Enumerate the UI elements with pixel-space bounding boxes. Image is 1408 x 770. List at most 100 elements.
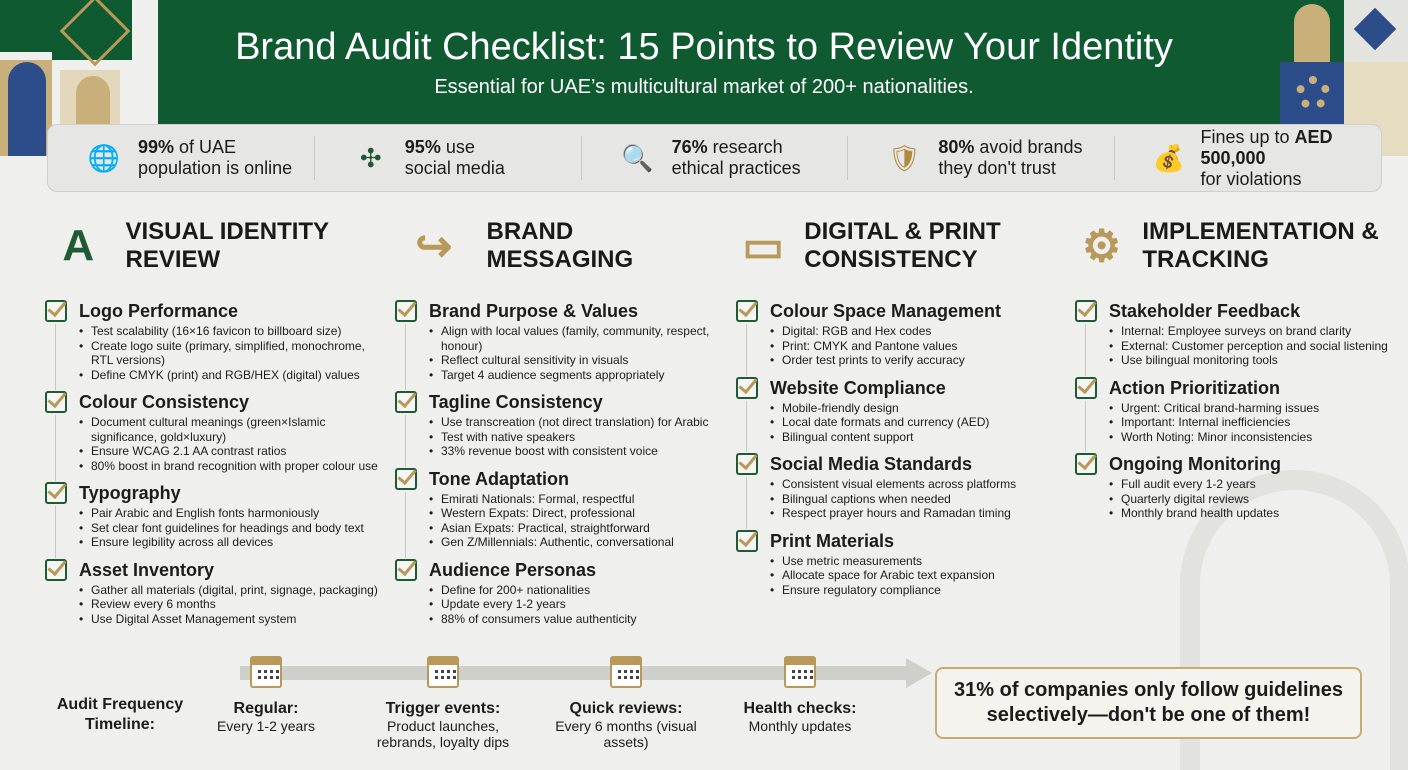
checklist-item: Brand Purpose & Values Align with local v…	[395, 300, 725, 390]
item-title: Action Prioritization	[1109, 377, 1280, 398]
checkbox-icon	[45, 482, 67, 504]
bullet-list: Use metric measurementsAllocate space fo…	[770, 554, 1066, 598]
bullet: External: Customer perception and social…	[1109, 339, 1395, 354]
magnifier-leaf-icon: 🔍	[621, 142, 654, 173]
section-title: BRAND MESSAGING	[486, 218, 634, 273]
bullet: Define for 200+ nationalities	[429, 583, 725, 598]
timeline-arrow	[240, 666, 910, 680]
connector-line	[405, 491, 406, 558]
checkbox-icon	[45, 300, 67, 322]
stat-ethical: 🔍 76% research ethical practices	[582, 136, 849, 180]
bullet: Important: Internal inefficiencies	[1109, 415, 1395, 430]
stat-text: Fines up to	[1200, 126, 1295, 147]
bullet-list: Urgent: Critical brand-harming issuesImp…	[1109, 401, 1395, 445]
bullet: 88% of consumers value authenticity	[429, 612, 725, 627]
checkbox-icon	[736, 300, 758, 322]
bullet: Use Digital Asset Management system	[79, 612, 385, 627]
bullet: Test scalability (16×16 favicon to billb…	[79, 324, 385, 339]
gear-growth-icon: ⚙	[1081, 221, 1122, 271]
bullet: Full audit every 1-2 years	[1109, 477, 1395, 492]
bullet: 80% boost in brand recognition with prop…	[79, 459, 385, 474]
shield-cross-icon: 🛡	[887, 142, 921, 173]
checkbox-icon	[736, 529, 758, 552]
checkbox-icon	[736, 453, 758, 475]
item-title: Stakeholder Feedback	[1109, 301, 1301, 321]
bullet: Bilingual content support	[770, 430, 1066, 445]
stat-online: 🌐 99% of UAE population is online	[48, 136, 315, 180]
tablet-printer-icon: ▭	[742, 221, 784, 271]
stat-text: for violations	[1200, 168, 1302, 189]
bullet: Worth Noting: Minor inconsistencies	[1109, 430, 1395, 445]
stat-text: social media	[404, 158, 505, 178]
bullet: Align with local values (family, communi…	[429, 324, 725, 353]
connector-line	[405, 415, 406, 467]
stat-text: avoid brands	[974, 137, 1083, 157]
stat-value: 80%	[938, 137, 975, 157]
bullet: Pair Arabic and English fonts harmonious…	[79, 506, 385, 521]
bullet: Review every 6 months	[79, 597, 385, 612]
bullet-list: Gather all materials (digital, print, si…	[79, 583, 385, 627]
bullet: Ensure legibility across all devices	[79, 535, 385, 550]
bullet: Reflect cultural sensitivity in visuals	[429, 353, 725, 368]
connector-line	[746, 324, 747, 376]
bullet: Digital: RGB and Hex codes	[770, 324, 1066, 339]
timeline-item-title: Health checks:	[743, 700, 857, 717]
stat-text: ethical practices	[671, 158, 801, 178]
bullet: Gather all materials (digital, print, si…	[79, 583, 385, 598]
connector-line	[55, 506, 56, 558]
item-title: Website Compliance	[770, 377, 946, 398]
checklist-item: Stakeholder Feedback Internal: Employee s…	[1075, 300, 1395, 376]
bullet: Document cultural meanings (green×Islami…	[79, 415, 385, 444]
checklist-item: Action Prioritization Urgent: Critical br…	[1075, 376, 1395, 452]
connector-line	[1085, 324, 1086, 376]
section-title: DIGITAL & PRINT CONSISTENCY	[804, 218, 1001, 273]
globe-wifi-icon: 🌐	[87, 142, 121, 173]
item-title: Print Materials	[770, 530, 895, 551]
item-title: Asset Inventory	[79, 559, 215, 580]
connector-line	[405, 324, 406, 390]
item-title: Brand Purpose & Values	[429, 301, 639, 321]
item-title: Typography	[79, 483, 181, 503]
checklist-item: Tone Adaptation Emirati Nationals: Formal…	[395, 467, 725, 558]
stat-text: research	[707, 137, 783, 157]
bullet: Consistent visual elements across platfo…	[770, 477, 1066, 492]
timeline-item-desc: Product launches, rebrands, loyalty dips	[376, 718, 510, 750]
item-title: Tone Adaptation	[429, 468, 569, 489]
stat-text: they don't trust	[938, 158, 1056, 178]
bullet: Respect prayer hours and Ramadan timing	[770, 506, 1066, 521]
checklist-item: Colour Space Management Digital: RGB and …	[736, 300, 1066, 376]
stat-value: 76%	[671, 137, 708, 157]
connector-line	[1085, 400, 1086, 452]
stat-value: AED 500,000	[1200, 126, 1333, 168]
stat-text: population is online	[138, 158, 293, 178]
item-title: Ongoing Monitoring	[1109, 454, 1281, 474]
item-title: Logo Performance	[79, 301, 239, 321]
item-title: Colour Space Management	[770, 301, 1002, 321]
page-subtitle: Essential for UAE’s multicultural market…	[434, 76, 974, 98]
section-3: ⚙ IMPLEMENTATION & TRACKING Stakeholder Fe…	[1075, 210, 1395, 530]
checkbox-icon	[395, 558, 417, 581]
bullet: Use bilingual monitoring tools	[1109, 353, 1395, 368]
bullet-list: Digital: RGB and Hex codesPrint: CMYK an…	[770, 324, 1066, 368]
checklist-item: Asset Inventory Gather all materials (dig…	[45, 558, 385, 627]
bullet: Allocate space for Arabic text expansion	[770, 568, 1066, 583]
timeline-item-title: Regular:	[233, 700, 299, 717]
bullet-list: Consistent visual elements across platfo…	[770, 477, 1066, 521]
header-banner: Brand Audit Checklist: 15 Points to Revi…	[0, 0, 1408, 156]
section-header: ↪ BRAND MESSAGING	[395, 210, 725, 282]
stat-trust: 🛡 80% avoid brands they don't trust	[848, 136, 1116, 180]
stat-text: of UAE	[174, 137, 237, 157]
calendar-icon	[250, 656, 282, 688]
checklist-item: Website Compliance Mobile-friendly design…	[736, 376, 1066, 452]
bullet: Print: CMYK and Pantone values	[770, 339, 1066, 354]
checklist-item: Colour Consistency Document cultural mean…	[45, 391, 385, 481]
money-gavel-icon: 💰	[1152, 142, 1186, 173]
checkbox-icon	[45, 391, 67, 413]
section-2: ▭ DIGITAL & PRINT CONSISTENCY Colour Space…	[736, 210, 1066, 606]
page-title: Brand Audit Checklist: 15 Points to Revi…	[235, 26, 1173, 68]
checkbox-icon	[395, 391, 417, 413]
bullet-list: Use transcreation (not direct translatio…	[429, 415, 725, 459]
stat-value: 95%	[404, 137, 441, 157]
bullet: Local date formats and currency (AED)	[770, 415, 1066, 430]
bullet: Define CMYK (print) and RGB/HEX (digital…	[79, 368, 385, 383]
